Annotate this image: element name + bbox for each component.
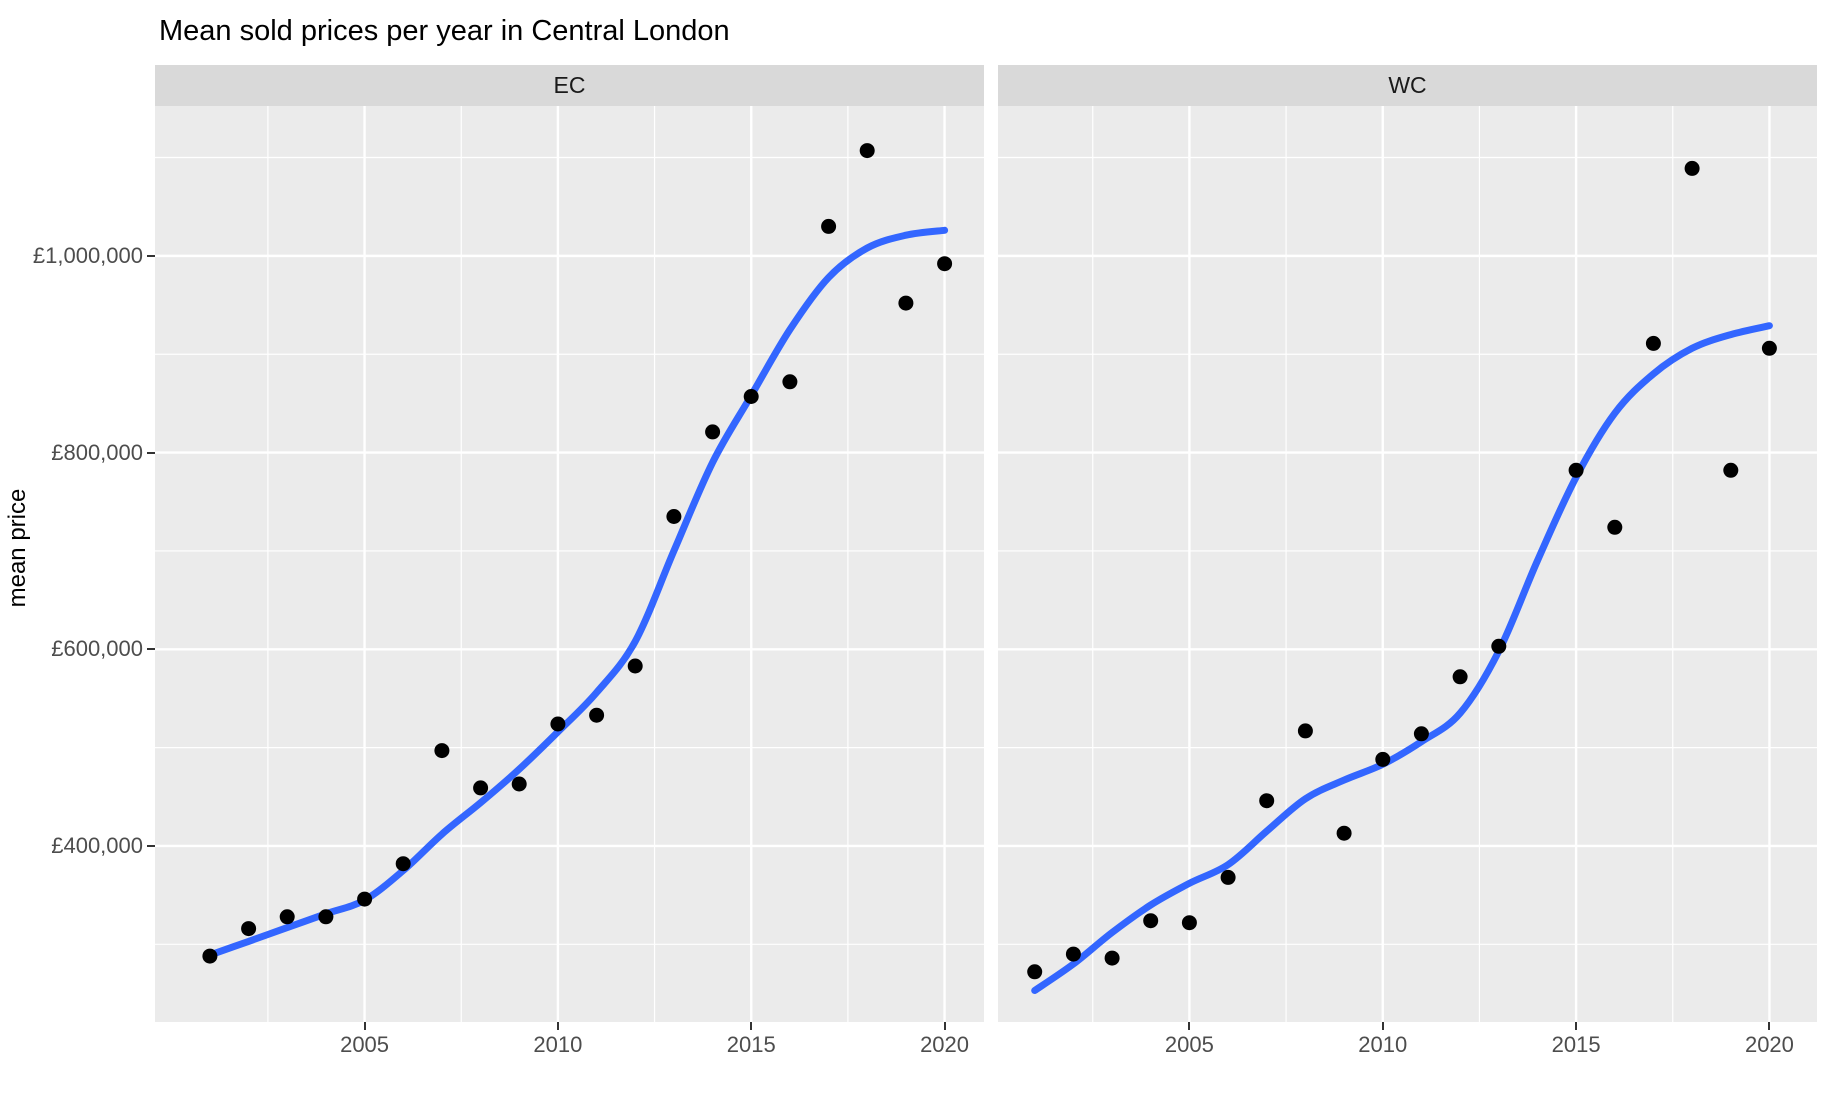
x-tick-mark — [1188, 1022, 1191, 1030]
data-point — [1761, 340, 1777, 356]
panel-background — [998, 106, 1817, 1022]
data-point — [1027, 964, 1043, 980]
data-point — [434, 743, 450, 759]
data-point — [550, 716, 566, 732]
x-tick-mark — [1768, 1022, 1771, 1030]
data-point — [1684, 160, 1700, 176]
data-point — [1607, 519, 1623, 535]
data-point — [782, 374, 798, 390]
data-point — [1336, 825, 1352, 841]
x-tick-mark — [750, 1022, 753, 1030]
data-point — [1491, 638, 1507, 654]
x-tick-label: 2015 — [1551, 1032, 1601, 1057]
data-point — [318, 909, 334, 925]
smooth-line — [206, 226, 949, 959]
data-point — [1143, 913, 1159, 929]
data-point — [1413, 726, 1429, 742]
y-tick-label: £400,000 — [51, 832, 143, 858]
y-tick-label: £600,000 — [51, 636, 143, 662]
data-point — [1375, 751, 1391, 767]
facet-strip-label-ec: EC — [553, 72, 586, 98]
data-point — [898, 295, 914, 311]
x-tick-mark — [556, 1022, 559, 1030]
x-tick-mark — [363, 1022, 366, 1030]
data-point — [357, 891, 373, 907]
panel-wc — [998, 106, 1817, 1022]
data-point — [705, 424, 721, 440]
data-point — [937, 256, 953, 272]
data-point — [1065, 946, 1081, 962]
facet-strip-ec: EC — [155, 65, 984, 106]
x-tick-label: 2010 — [533, 1032, 583, 1057]
data-point — [589, 707, 605, 723]
data-point — [473, 780, 489, 796]
chart-title: Mean sold prices per year in Central Lon… — [159, 15, 730, 47]
data-point — [1452, 669, 1468, 685]
data-point — [859, 143, 875, 159]
data-point — [1220, 869, 1236, 885]
data-point — [666, 509, 682, 524]
x-tick-mark — [1381, 1022, 1384, 1030]
data-point — [627, 658, 643, 674]
data-point — [395, 856, 411, 872]
data-point — [821, 218, 837, 234]
data-point — [279, 909, 295, 925]
data-point — [511, 776, 527, 792]
x-tick-label: 2020 — [920, 1032, 970, 1057]
data-point — [1259, 793, 1275, 809]
y-tick-mark — [147, 254, 155, 257]
y-tick-label: £800,000 — [51, 439, 143, 465]
y-axis-title: mean price — [4, 488, 31, 608]
data-point — [1104, 950, 1120, 966]
data-point — [1568, 462, 1584, 478]
x-tick-mark — [943, 1022, 946, 1030]
data-point — [1645, 335, 1661, 351]
x-tick-label: 2005 — [1164, 1032, 1214, 1057]
panel-ec — [155, 106, 984, 1022]
panel-background — [155, 106, 984, 1022]
data-point — [1723, 462, 1739, 478]
data-point — [1181, 915, 1197, 931]
facet-strip-label-wc: WC — [1388, 72, 1427, 98]
y-tick-mark — [147, 844, 155, 847]
x-tick-label: 2010 — [1358, 1032, 1408, 1057]
y-tick-mark — [147, 648, 155, 651]
smooth-line — [1031, 322, 1773, 994]
y-tick-mark — [147, 451, 155, 454]
data-point — [1297, 723, 1313, 739]
data-point — [241, 921, 257, 937]
x-tick-label: 2020 — [1744, 1032, 1794, 1057]
x-tick-label: 2015 — [726, 1032, 776, 1057]
y-tick-label: £1,000,000 — [32, 242, 143, 268]
data-point — [743, 389, 759, 404]
facet-strip-wc: WC — [998, 65, 1817, 106]
x-tick-label: 2005 — [340, 1032, 390, 1057]
data-point — [202, 948, 218, 964]
x-tick-mark — [1575, 1022, 1578, 1030]
